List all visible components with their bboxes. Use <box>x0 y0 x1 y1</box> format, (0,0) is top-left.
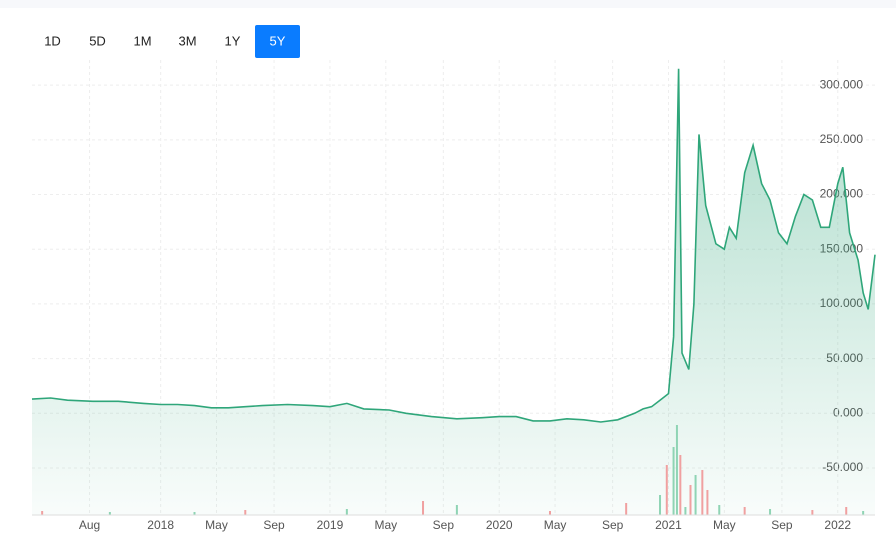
range-button[interactable]: 5D <box>75 25 120 58</box>
volume-bar <box>679 455 682 515</box>
volume-bar <box>345 509 348 515</box>
volume-bar <box>193 512 196 515</box>
volume-bar <box>706 490 709 515</box>
volume-bar <box>422 501 425 515</box>
volume-bar <box>769 509 772 515</box>
volume-bar <box>675 425 678 515</box>
button-label[interactable]: 1Y <box>225 33 241 48</box>
volume-bar <box>659 495 662 515</box>
x-tick-label: May <box>374 518 397 532</box>
volume-bar <box>672 447 675 515</box>
volume-bar <box>694 475 697 515</box>
x-tick-label: Sep <box>602 518 624 532</box>
volume-bar <box>665 465 668 515</box>
x-tick-label: 2021 <box>655 518 682 532</box>
x-tick-label: Sep <box>771 518 793 532</box>
x-tick-label: 2018 <box>147 518 174 532</box>
volume-bar <box>455 505 458 515</box>
volume-bar <box>244 510 247 515</box>
volume-bar <box>108 512 111 515</box>
button-label[interactable]: 3M <box>178 33 196 48</box>
x-tick-label: 2020 <box>486 518 513 532</box>
button-label[interactable]: 5D <box>89 33 106 48</box>
top-bar <box>0 0 896 8</box>
button-label[interactable]: 1D <box>44 33 61 48</box>
y-tick-label: 300.000 <box>820 77 864 91</box>
range-button[interactable]: 1M <box>120 25 165 58</box>
y-tick-label: 250.000 <box>820 132 864 146</box>
x-tick-label: May <box>205 518 228 532</box>
x-tick-label: May <box>713 518 736 532</box>
volume-bar <box>548 511 551 515</box>
volume-bar <box>718 505 721 515</box>
volume-bar <box>701 470 704 515</box>
x-tick-label: May <box>544 518 567 532</box>
x-tick-label: Sep <box>263 518 285 532</box>
button-label[interactable]: 5Y <box>270 33 286 48</box>
volume-bar <box>845 507 848 515</box>
volume-bar <box>743 507 746 515</box>
button-label[interactable]: 1M <box>133 33 151 48</box>
range-button[interactable]: 3M <box>165 25 210 58</box>
volume-bar <box>811 510 814 515</box>
range-button[interactable]: 5Y <box>255 25 300 58</box>
volume-bar <box>689 485 692 515</box>
x-tick-label: Aug <box>79 518 100 532</box>
price-line <box>31 68 876 423</box>
volume-bar <box>625 503 628 515</box>
area-fill <box>32 68 875 516</box>
volume-bar <box>862 511 865 515</box>
volume-bar <box>41 511 44 515</box>
x-tick-label: 2019 <box>317 518 344 532</box>
button-bg[interactable] <box>255 25 300 58</box>
x-tick-label: 2022 <box>824 518 851 532</box>
range-button[interactable]: 1Y <box>210 25 255 58</box>
volume-bar <box>684 507 687 515</box>
x-tick-label: Sep <box>433 518 455 532</box>
range-button[interactable]: 1D <box>30 25 75 58</box>
